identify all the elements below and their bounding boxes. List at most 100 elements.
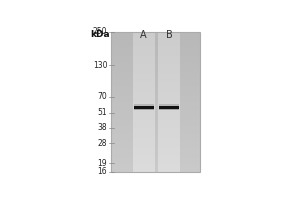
Bar	[133, 126, 154, 127]
Bar	[133, 75, 154, 77]
Bar	[158, 84, 180, 85]
Bar	[133, 70, 154, 71]
Bar	[111, 77, 200, 78]
Bar	[158, 123, 180, 124]
Bar	[158, 163, 180, 165]
Bar	[158, 102, 180, 103]
Bar	[111, 169, 200, 170]
Bar	[133, 91, 154, 92]
Bar	[158, 42, 180, 43]
Bar	[133, 99, 154, 100]
Bar	[158, 126, 180, 127]
Bar	[133, 137, 154, 138]
Bar	[158, 67, 180, 68]
Bar	[158, 40, 180, 42]
Bar	[133, 79, 154, 81]
Bar	[133, 121, 154, 123]
Bar	[158, 36, 180, 37]
Bar	[133, 119, 154, 120]
Bar	[158, 169, 180, 170]
Bar	[133, 112, 154, 113]
Bar	[158, 74, 180, 75]
Bar	[111, 91, 200, 92]
Bar	[158, 92, 180, 93]
Bar	[158, 154, 180, 155]
Bar	[158, 127, 180, 128]
Bar	[111, 109, 200, 110]
Bar	[158, 77, 180, 78]
Bar	[133, 64, 154, 65]
Bar	[111, 72, 200, 74]
Bar	[158, 119, 180, 120]
Bar	[133, 109, 154, 110]
Bar	[111, 138, 200, 140]
Bar	[158, 124, 180, 126]
Bar	[133, 107, 154, 109]
Bar	[111, 156, 200, 158]
Bar	[158, 109, 180, 110]
Bar	[133, 85, 154, 86]
Bar	[111, 71, 200, 72]
Bar	[158, 37, 180, 39]
Bar	[158, 91, 180, 92]
Bar	[111, 32, 200, 172]
Text: kDa: kDa	[90, 30, 110, 39]
Bar	[158, 98, 180, 99]
Bar	[111, 89, 200, 91]
Bar	[158, 63, 180, 64]
Bar	[158, 99, 180, 100]
Bar	[133, 49, 154, 50]
Bar	[158, 86, 180, 88]
Bar	[111, 79, 200, 81]
Bar	[158, 50, 180, 51]
Bar	[158, 130, 180, 131]
Bar	[133, 77, 154, 78]
Bar	[111, 165, 200, 166]
Bar	[133, 65, 154, 67]
Bar	[158, 149, 180, 151]
Bar	[133, 37, 154, 39]
Bar	[159, 104, 179, 106]
Bar	[133, 32, 154, 33]
Bar	[133, 95, 154, 96]
Bar	[111, 103, 200, 105]
Bar	[158, 166, 180, 168]
Bar	[111, 133, 200, 134]
Bar	[133, 103, 154, 105]
Bar	[133, 67, 154, 68]
Bar	[158, 170, 180, 172]
Bar	[133, 127, 154, 128]
Bar	[158, 106, 180, 107]
Bar	[111, 75, 200, 77]
Bar	[133, 162, 154, 163]
Bar	[133, 154, 154, 155]
Bar	[133, 40, 154, 42]
Bar	[158, 32, 180, 33]
Bar	[111, 162, 200, 163]
Bar	[133, 88, 154, 89]
Bar	[158, 82, 180, 84]
Bar	[111, 100, 200, 102]
Bar	[158, 116, 180, 117]
Bar	[111, 74, 200, 75]
Bar	[158, 105, 180, 106]
Bar	[133, 102, 154, 103]
Bar	[111, 131, 200, 133]
Bar	[158, 121, 180, 123]
Text: 16: 16	[98, 167, 107, 176]
Bar	[133, 92, 154, 93]
Bar	[111, 65, 200, 67]
Bar	[158, 43, 180, 44]
Bar	[133, 133, 154, 134]
Bar	[111, 135, 200, 137]
Bar	[133, 46, 154, 47]
Bar	[111, 159, 200, 161]
Bar	[158, 131, 180, 133]
Bar	[133, 163, 154, 165]
Bar	[158, 162, 180, 163]
Bar	[111, 32, 200, 33]
Bar	[158, 39, 180, 40]
Bar	[158, 156, 180, 158]
Bar	[133, 149, 154, 151]
Bar	[158, 145, 180, 147]
